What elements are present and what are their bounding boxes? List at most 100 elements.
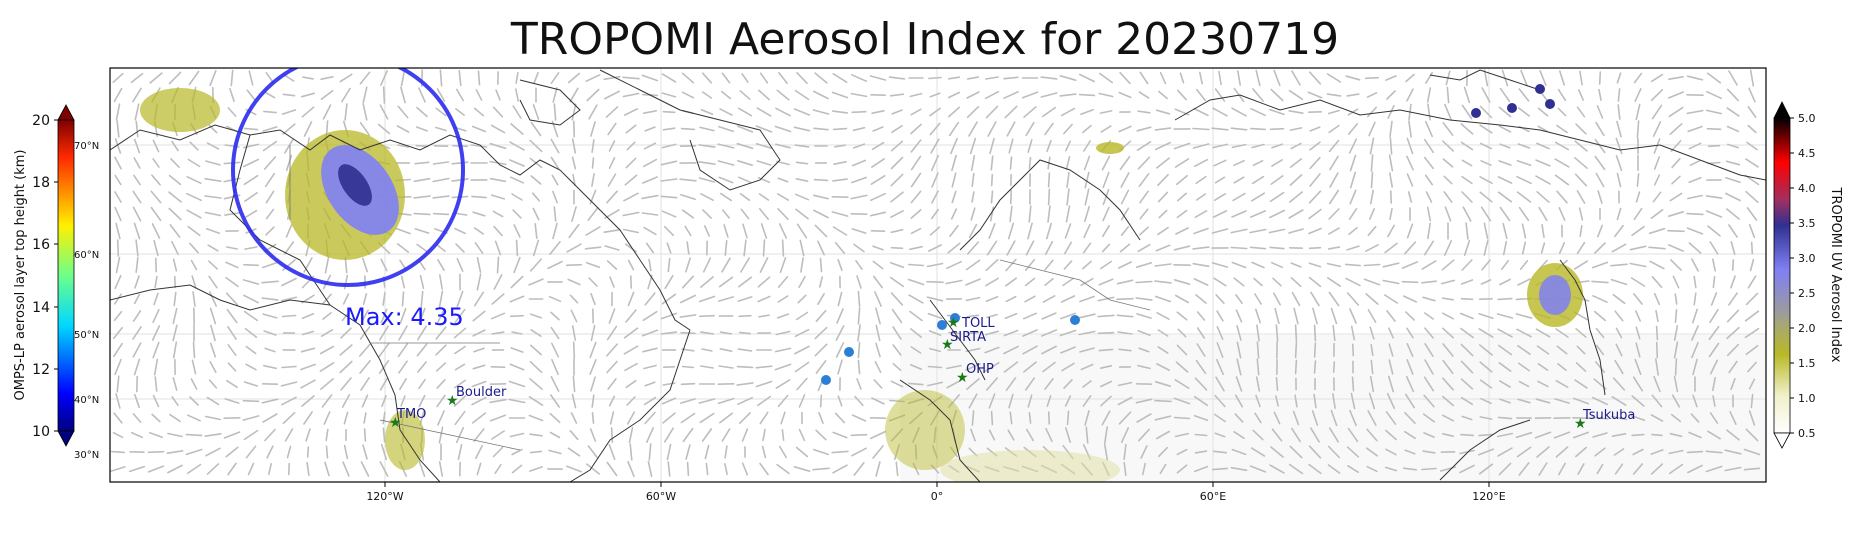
wind-arrow [1101,155,1111,171]
coastlines [110,69,1766,482]
wind-arrow [280,381,298,387]
wind-arrow [1554,158,1570,168]
wind-arrow [872,126,884,132]
wind-arrow [1442,343,1454,357]
wind-arrow [645,426,655,444]
wind-arrow [322,104,332,120]
wind-arrow [550,138,560,154]
wind-arrow [778,72,788,84]
wind-arrow [1249,210,1267,218]
left-colorbar-tick: 16 [32,237,50,253]
wind-arrow [1173,245,1191,251]
wind-arrow [1084,188,1090,206]
wind-arrow [702,209,712,219]
wind-arrow [1063,378,1073,390]
wind-arrow [168,191,182,203]
wind-arrow [1233,176,1245,184]
wind-arrow [794,193,810,201]
ompslp-point [821,375,831,385]
wind-arrow [382,411,386,425]
wind-arrow [1728,292,1738,306]
wind-arrow [986,240,998,256]
wind-arrow [1635,342,1641,358]
wind-arrow [761,445,767,459]
wind-arrow [1078,93,1096,97]
wind-arrow [359,360,371,374]
wind-arrow [473,347,485,353]
wind-arrow [1591,416,1609,420]
wind-arrow [285,154,293,172]
wind-arrow [1556,124,1568,134]
wind-arrow [1289,158,1303,168]
wind-arrow [261,261,279,269]
wind-arrow [1421,467,1437,471]
wind-arrow [265,226,275,236]
wind-arrow [1118,261,1132,269]
wind-arrow [286,445,292,459]
wind-arrow [1009,156,1013,170]
wind-arrow [1370,154,1374,172]
wind-arrow [1275,395,1279,407]
wind-arrow [970,207,976,221]
right-colorbar-tick: 0.5 [1798,427,1816,440]
wind-arrow [818,411,824,425]
wind-arrow [1516,175,1532,185]
wind-arrow [1709,241,1719,255]
wind-arrow [742,223,748,239]
wind-arrow [1671,394,1681,408]
wind-arrow [1214,193,1226,201]
left-colorbar-tick: 18 [32,175,50,191]
wind-arrow [1579,225,1583,237]
wind-arrow [1635,326,1641,340]
wind-arrow [1347,427,1359,443]
wind-arrow [472,211,486,217]
wind-arrow [1027,139,1033,153]
wind-arrow [1313,393,1317,409]
wind-arrow [1308,227,1322,235]
wind-arrow [1652,121,1662,137]
wind-arrow [591,394,595,408]
wind-arrow [1631,225,1645,237]
wind-arrow [832,127,848,131]
station-label: Boulder [456,385,507,400]
wind-arrow [169,413,181,423]
wind-arrow [660,312,678,320]
wind-arrow [819,257,823,273]
wind-arrow [511,464,523,474]
wind-arrow [1556,345,1568,355]
wind-arrow [1594,138,1606,154]
wind-arrow [1442,140,1454,152]
ompslp-point [937,320,947,330]
wind-arrow [1060,346,1076,354]
wind-arrow [1082,380,1092,388]
wind-arrow [114,191,122,203]
wind-arrow [1256,341,1260,359]
wind-arrow [529,139,543,153]
wind-arrow [1003,91,1019,99]
wind-arrow [776,160,790,166]
wind-arrow [1673,375,1679,393]
wind-arrow [436,88,446,102]
wind-arrow [1365,293,1379,305]
wind-arrow [187,225,201,237]
wind-arrow [852,143,866,149]
wind-arrow [565,465,583,473]
wind-arrow [1250,192,1266,202]
wind-arrow [776,313,790,319]
wind-arrow [1137,156,1151,170]
wind-arrow [1518,462,1530,476]
wind-arrow [1156,363,1170,371]
wind-arrow [285,224,293,238]
wind-arrow [301,395,315,407]
wind-arrow [1536,142,1550,150]
wind-arrow [322,293,332,305]
wind-arrow [698,144,716,148]
wind-arrow [1574,140,1588,152]
wind-arrow [1370,343,1374,357]
wind-arrow [1705,109,1723,115]
wind-arrow [945,260,963,270]
wind-arrow [798,275,806,289]
wind-arrow [660,178,678,182]
wind-arrow [1349,171,1357,189]
wind-arrow [1118,411,1132,425]
